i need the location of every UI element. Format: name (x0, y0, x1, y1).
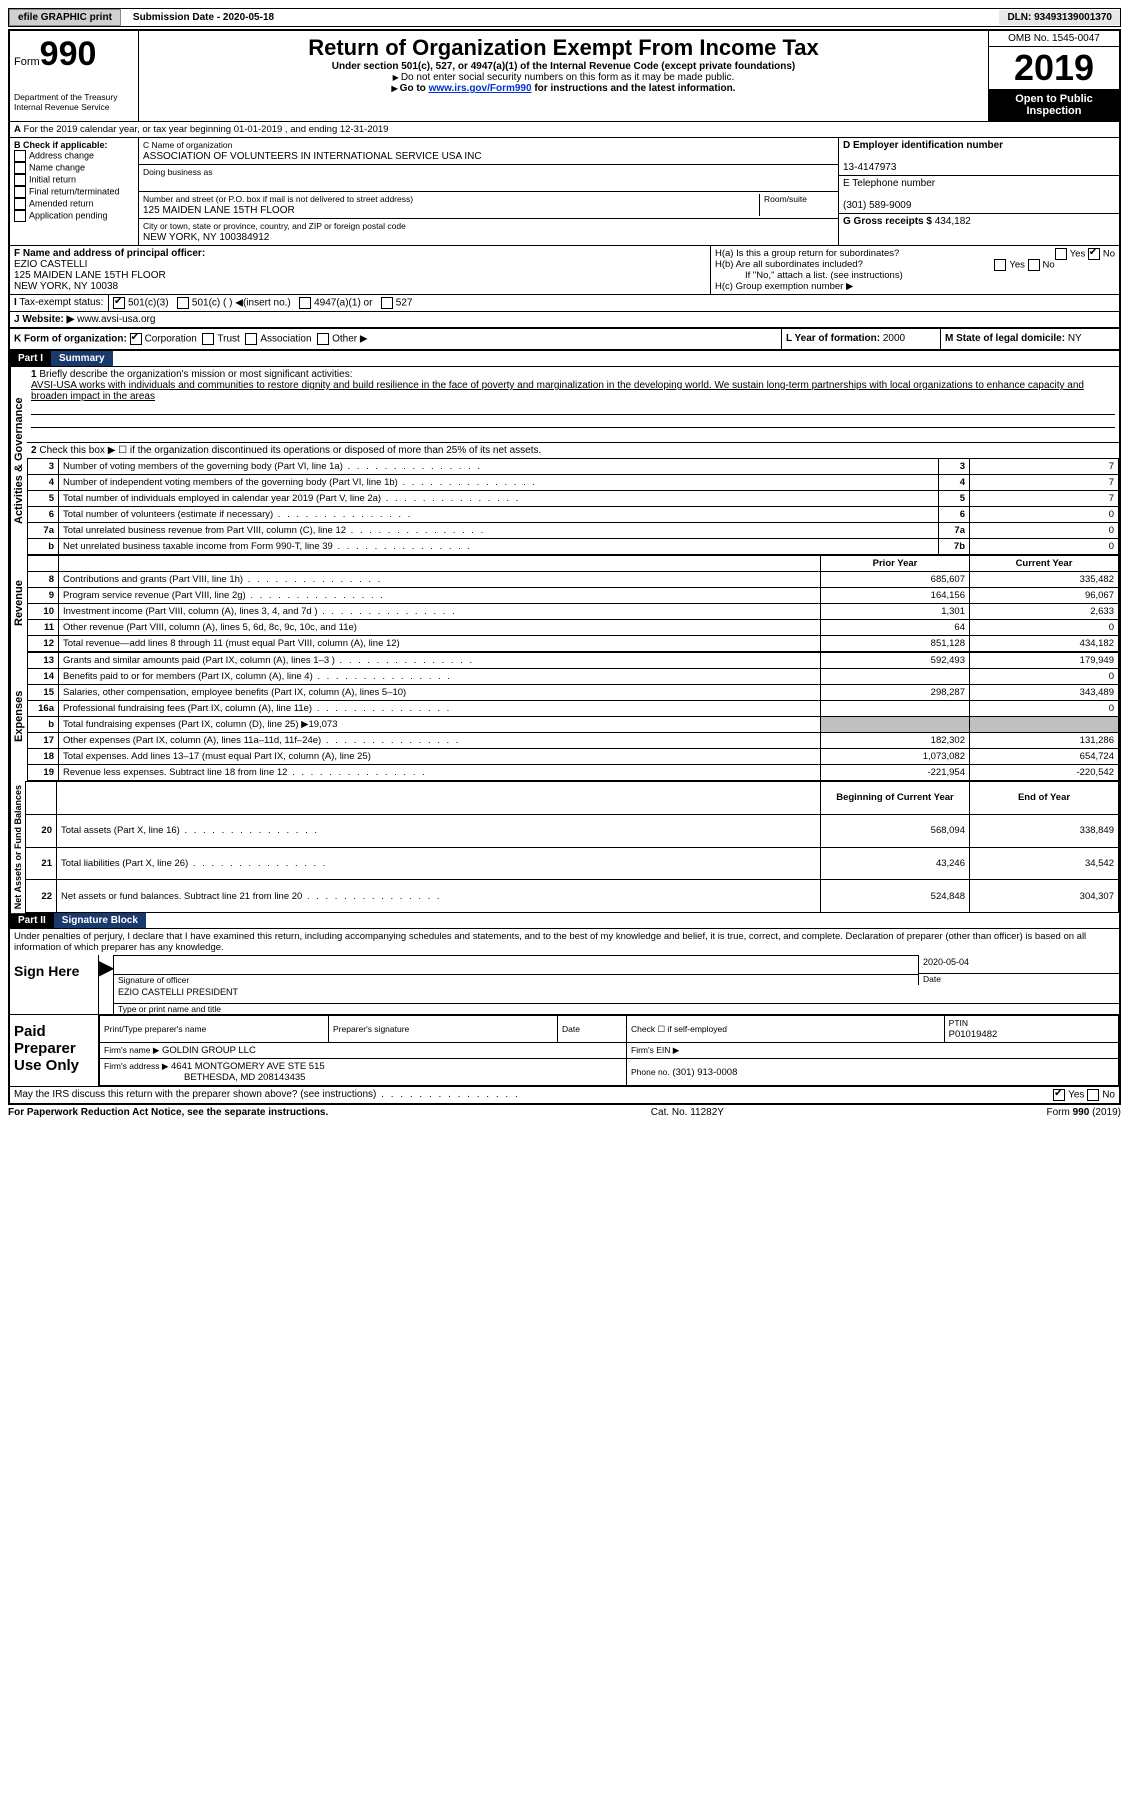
form-title: Return of Organization Exempt From Incom… (139, 31, 988, 121)
line-l: L Year of formation: 2000 (781, 329, 940, 349)
subdate-label: Submission Date - 2020-05-18 (125, 10, 282, 25)
part2-title: Signature Block (54, 913, 146, 928)
part1-tag: Part I (10, 351, 51, 366)
sign-here: Sign Here (10, 955, 99, 1014)
year-box: OMB No. 1545-0047 2019 Open to Public In… (988, 31, 1119, 121)
part2-tag: Part II (10, 913, 54, 928)
form-frame: Form990 Department of the Treasury Inter… (8, 29, 1121, 1105)
part1-title: Summary (51, 351, 113, 366)
net-table: Beginning of Current YearEnd of Year 20T… (25, 781, 1119, 913)
side-activities: Activities & Governance (10, 367, 27, 555)
side-expenses: Expenses (10, 652, 27, 781)
paid-preparer: Paid Preparer Use Only (10, 1015, 99, 1086)
line-a: A For the 2019 calendar year, or tax yea… (10, 122, 1119, 138)
line-j: J Website: ▶ www.avsi-usa.org (10, 312, 1119, 329)
side-revenue: Revenue (10, 555, 27, 652)
dln: DLN: 93493139001370 (999, 10, 1120, 25)
top-bar: efile GRAPHIC print Submission Date - 20… (8, 8, 1121, 27)
preparer-table: Print/Type preparer's name Preparer's si… (99, 1015, 1119, 1086)
block-h: H(a) Is this a group return for subordin… (711, 246, 1119, 294)
discuss-line: May the IRS discuss this return with the… (10, 1086, 1119, 1103)
efile-btn[interactable]: efile GRAPHIC print (9, 9, 121, 26)
taxexempt-opts: 501(c)(3) 501(c) ( ) ◀(insert no.) 4947(… (109, 295, 1119, 311)
declaration: Under penalties of perjury, I declare th… (10, 929, 1119, 955)
taxexempt-label: I Tax-exempt status: (10, 295, 109, 311)
rev-table: Prior YearCurrent Year 8Contributions an… (27, 555, 1119, 652)
col-b: B Check if applicable: Address change Na… (10, 138, 139, 245)
form-id: Form990 Department of the Treasury Inter… (10, 31, 139, 121)
side-netassets: Net Assets or Fund Balances (10, 781, 25, 913)
line-m: M State of legal domicile: NY (940, 329, 1119, 349)
exp-table: 13Grants and similar amounts paid (Part … (27, 652, 1119, 781)
block-f: F Name and address of principal officer:… (10, 246, 711, 294)
col-d: D Employer identification number13-41479… (839, 138, 1119, 245)
line-k: K Form of organization: Corporation Trus… (10, 329, 781, 349)
gov-table: 3Number of voting members of the governi… (27, 458, 1119, 555)
footer: For Paperwork Reduction Act Notice, see … (8, 1105, 1121, 1118)
irs-link[interactable]: www.irs.gov/Form990 (429, 83, 532, 94)
col-c: C Name of organizationASSOCIATION OF VOL… (139, 138, 839, 245)
